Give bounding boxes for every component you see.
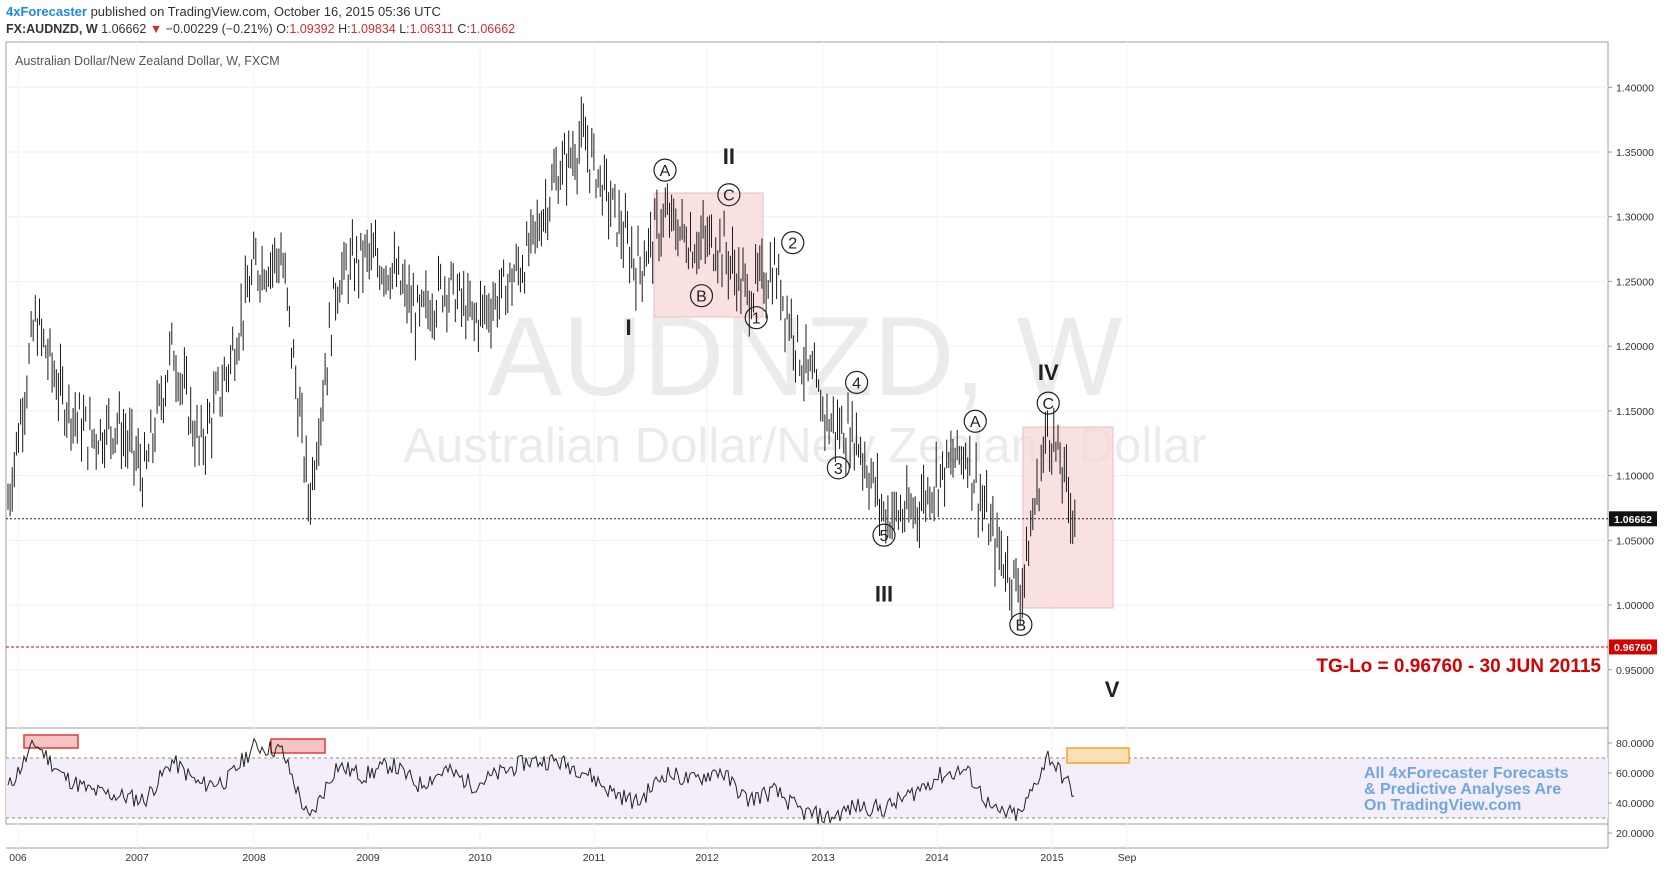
wave-circle — [845, 370, 869, 395]
wave-label: 1 — [752, 311, 761, 328]
promo-line-3: On TradingView.com — [1364, 797, 1521, 814]
chart-title: Australian Dollar/New Zealand Dollar, W,… — [15, 54, 280, 68]
wave-circle — [781, 231, 805, 255]
price-tick-label: 1.20000 — [1616, 341, 1654, 353]
price-tick-label: 1.40000 — [1616, 82, 1654, 94]
target-price-tag-label: 0.96760 — [1614, 642, 1652, 654]
wave-circle — [826, 456, 850, 480]
rsi-overbought-box-3 — [1066, 747, 1130, 764]
price-tick-label: 1.00000 — [1616, 600, 1654, 612]
time-tick-label: 2015 — [1040, 852, 1064, 864]
low-label: L: — [399, 22, 410, 36]
target-annotation: TG-Lo = 0.96760 - 30 JUN 20115 — [1316, 656, 1601, 677]
time-tick-label: 006 — [9, 852, 27, 864]
low-value: 1.06311 — [409, 22, 454, 36]
rsi-tick-label: 60.0000 — [1616, 768, 1654, 780]
wave-label: C — [723, 188, 735, 205]
rsi-axis: 80.0000 60.0000 40.0000 20.0000 — [1608, 738, 1654, 840]
wave-label: 2 — [788, 236, 797, 253]
publish-info: published on TradingView.com, October 16… — [90, 4, 441, 19]
wave-label: B — [1016, 617, 1027, 634]
time-tick-label: 2011 — [583, 852, 606, 864]
author-link[interactable]: 4xForecaster — [6, 4, 87, 19]
close-value: 1.06662 — [469, 22, 516, 36]
wave-label: B — [696, 289, 707, 306]
price-tick-label: 0.95000 — [1616, 665, 1654, 677]
price-tick-label: 1.10000 — [1616, 471, 1654, 483]
rsi-tick-label: 40.0000 — [1616, 798, 1654, 810]
last-price: 1.06662 — [101, 22, 147, 36]
target-price-tag — [1609, 639, 1657, 655]
price-tick-label: 1.30000 — [1616, 212, 1654, 224]
close-label: C: — [457, 22, 470, 36]
wave-circle — [653, 158, 677, 182]
watermark-symbol: AUDNZD, W — [488, 294, 1123, 419]
wave-circle — [872, 523, 896, 547]
last-price-tag — [1609, 511, 1657, 527]
wave-label-major: I — [625, 315, 631, 340]
wave-label: A — [970, 414, 981, 431]
wave-label-major: IV — [1038, 360, 1059, 385]
wave-label: C — [1042, 396, 1054, 413]
promo-line-1: All 4xForecaster Forecasts — [1364, 765, 1569, 782]
promo-box — [1361, 762, 1601, 816]
time-tick-label: 2007 — [125, 852, 149, 864]
symbol-name[interactable]: FX:AUDNZD, W — [6, 22, 98, 36]
wave-label-major: II — [723, 144, 735, 169]
wave-label-major: III — [875, 581, 893, 606]
time-tick-label: Sep — [1118, 852, 1137, 864]
wave-circle — [717, 183, 741, 207]
rsi-tick-label: 80.0000 — [1616, 738, 1654, 750]
price-tick-label: 1.35000 — [1616, 147, 1654, 159]
time-tick-label: 2009 — [356, 852, 380, 864]
price-tick-label: 1.15000 — [1616, 406, 1654, 418]
time-tick-label: 2013 — [811, 852, 835, 864]
price-tick-label: 1.05000 — [1616, 535, 1654, 547]
wave-circle — [963, 409, 987, 433]
time-tick-label: 2014 — [925, 852, 949, 864]
wave-circle — [744, 306, 768, 330]
open-label: O: — [276, 22, 290, 36]
rsi-line — [7, 737, 1075, 825]
grid — [6, 42, 1608, 848]
price-series — [7, 96, 1076, 627]
high-value: 1.09834 — [350, 22, 396, 36]
time-axis: 006 2007 2008 2009 2010 2011 2012 2013 2014 2015 S… — [9, 852, 1136, 864]
time-tick-label: 2008 — [242, 852, 266, 864]
price-tick-label: 1.25000 — [1616, 276, 1654, 288]
high-label: H: — [338, 22, 351, 36]
last-price-tag-label: 1.06662 — [1614, 514, 1652, 526]
wave-label: A — [660, 163, 671, 180]
wave-label-major: V — [1105, 677, 1120, 702]
promo-line-2: & Predictive Analyses Are — [1364, 781, 1561, 798]
wave-label: 5 — [880, 528, 889, 545]
wave-circle — [689, 284, 714, 308]
price-change: −0.00229 (−0.21%) — [165, 22, 273, 36]
publish-header: 4xForecaster published on TradingView.co… — [6, 4, 441, 19]
time-tick-label: 2012 — [695, 852, 719, 864]
open-value: 1.09392 — [289, 22, 335, 36]
correction-box-ii — [653, 192, 764, 318]
down-arrow-icon: ▼ — [149, 22, 163, 36]
wave-label: 3 — [834, 461, 843, 478]
wave-circle — [1036, 391, 1060, 415]
time-tick-label: 2010 — [468, 852, 492, 864]
price-axis: 1.40000 1.35000 1.30000 1.25000 1.20000 1.150… — [1608, 82, 1654, 677]
rsi-tick-label: 20.0000 — [1616, 828, 1654, 840]
rsi-overbought-box-1 — [23, 734, 79, 749]
wave-circle — [1009, 612, 1033, 637]
wave-label: 4 — [852, 375, 861, 392]
symbol-bar: FX:AUDNZD, W 1.06662 ▼ −0.00229 (−0.21%)… — [6, 22, 515, 36]
